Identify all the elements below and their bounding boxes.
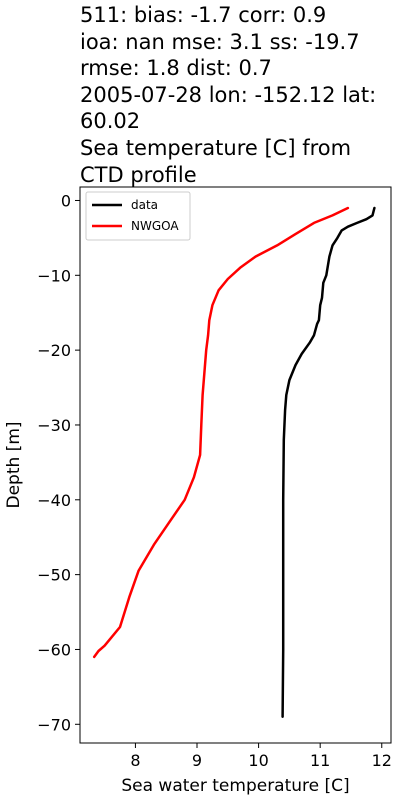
title-line: rmse: 1.8 dist: 0.7 bbox=[80, 56, 272, 81]
title-line: ioa: nan mse: 3.1 ss: -19.7 bbox=[80, 29, 360, 54]
y-tick-label: −60 bbox=[37, 640, 71, 659]
title-line: Sea temperature [C] from bbox=[80, 135, 352, 160]
y-axis-label: Depth [m] bbox=[4, 421, 24, 508]
x-tick-label: 10 bbox=[248, 751, 268, 770]
title-line: 2005-07-28 lon: -152.12 lat: bbox=[80, 82, 377, 107]
y-tick-label: −30 bbox=[37, 416, 71, 435]
x-tick-label: 12 bbox=[372, 751, 392, 770]
y-tick-label: −70 bbox=[37, 715, 71, 734]
y-tick-label: −10 bbox=[37, 266, 71, 285]
title-line: CTD profile bbox=[80, 162, 197, 187]
y-tick-label: −40 bbox=[37, 491, 71, 510]
y-tick-label: −20 bbox=[37, 341, 71, 360]
series-line-nwgoa bbox=[92, 206, 350, 659]
x-tick-label: 11 bbox=[310, 751, 330, 770]
x-axis-label: Sea water temperature [C] bbox=[121, 776, 349, 796]
plot-frame bbox=[79, 186, 392, 744]
chart-title: 511: bias: -1.7 corr: 0.9 ioa: nan mse: … bbox=[80, 2, 398, 188]
series-layer bbox=[92, 206, 376, 719]
ticks-layer: 8 9 10 11 12 0 −10 −20 −30 −40 −50 −60 −70 bbox=[37, 191, 392, 770]
y-tick-label: −50 bbox=[37, 566, 71, 585]
series-line-data bbox=[281, 206, 376, 719]
legend: data NWGOA bbox=[85, 191, 191, 241]
legend-label-nwgoa: NWGOA bbox=[131, 219, 179, 233]
legend-label-data: data bbox=[131, 198, 158, 212]
x-tick-label: 8 bbox=[130, 751, 140, 770]
y-tick-label: 0 bbox=[61, 191, 71, 210]
title-line: 511: bias: -1.7 corr: 0.9 bbox=[80, 3, 327, 27]
x-tick-label: 9 bbox=[192, 751, 202, 770]
title-line: 60.02 bbox=[80, 109, 141, 134]
